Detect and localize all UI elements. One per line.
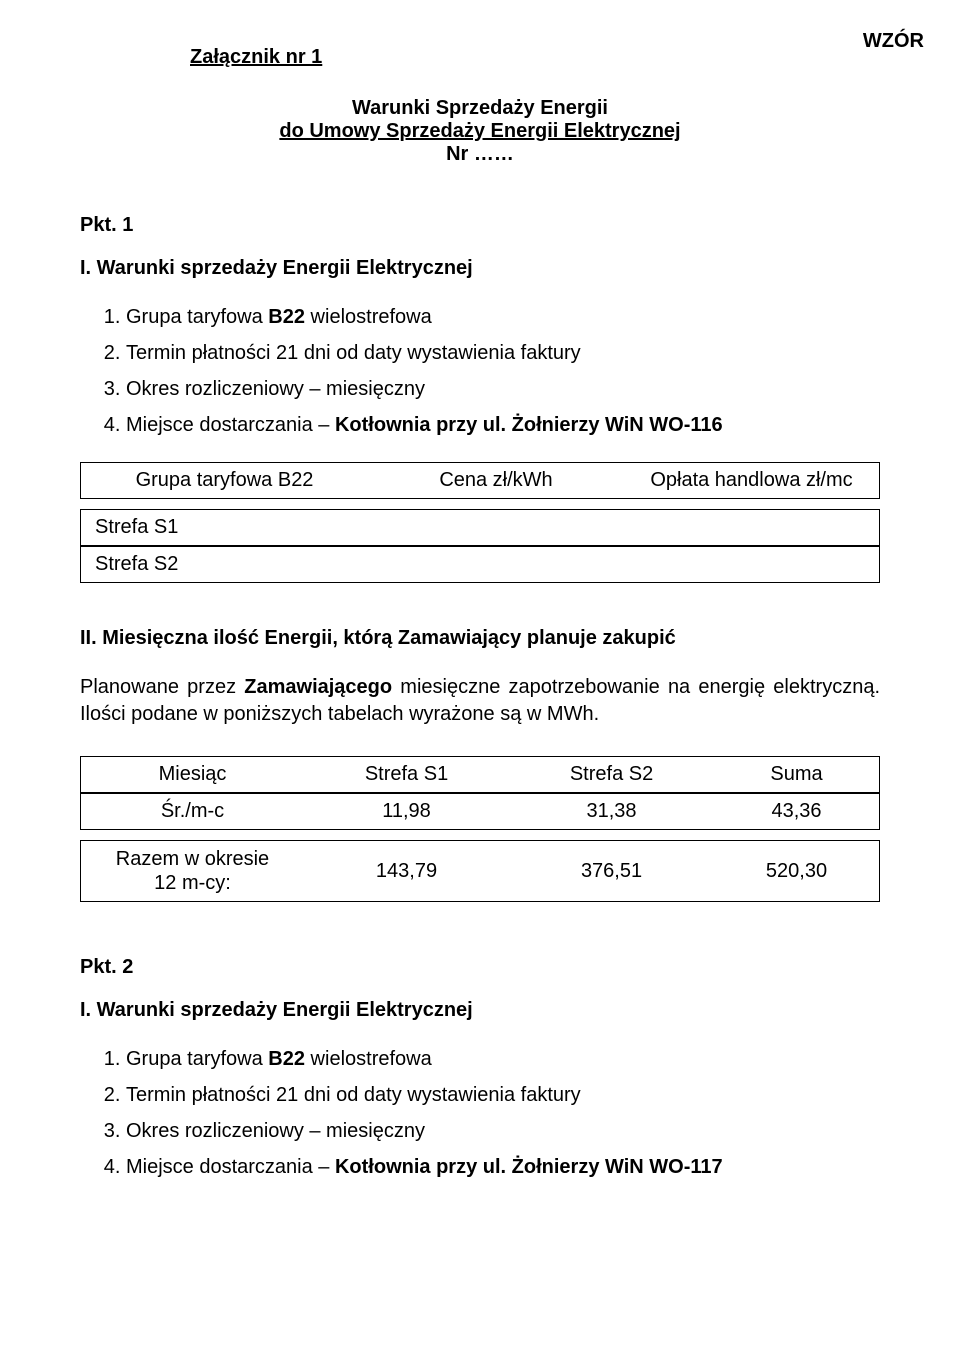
heading-line2: do Umowy Sprzedaży Energii Elektrycznej <box>80 120 880 143</box>
list-item: Grupa taryfowa B22 wielostrefowa <box>126 1046 880 1072</box>
col-header: Suma <box>714 756 880 793</box>
table-row: Śr./m-c 11,98 31,38 43,36 <box>80 793 880 830</box>
pkt1-section-I-title: I. Warunki sprzedaży Energii Elektryczne… <box>80 257 880 280</box>
cell: 43,36 <box>714 793 880 830</box>
pkt2-label: Pkt. 2 <box>80 956 880 979</box>
cell <box>368 509 624 546</box>
table-row: Grupa taryfowa B22 Cena zł/kWh Opłata ha… <box>80 462 880 499</box>
pkt2-list: Grupa taryfowa B22 wielostrefowa Termin … <box>80 1046 880 1180</box>
col-header: Grupa taryfowa B22 <box>80 462 368 499</box>
table-row: Strefa S2 <box>80 546 880 583</box>
bold-text: Zamawiającego <box>244 676 392 698</box>
text: Miejsce dostarczania – <box>126 1156 335 1178</box>
text: wielostrefowa <box>305 306 432 328</box>
list-item: Miejsce dostarczania – Kotłownia przy ul… <box>126 1154 880 1180</box>
energy-table: Miesiąc Strefa S1 Strefa S2 Suma Śr./m-c… <box>80 756 880 902</box>
list-item: Termin płatności 21 dni od daty wystawie… <box>126 340 880 366</box>
text: Razem w okresie <box>116 848 269 870</box>
pkt1-list: Grupa taryfowa B22 wielostrefowa Termin … <box>80 304 880 438</box>
list-item: Okres rozliczeniowy – miesięczny <box>126 1118 880 1144</box>
col-header: Strefa S2 <box>509 756 714 793</box>
wzor-label: WZÓR <box>863 30 924 53</box>
bold-text: Kotłownia przy ul. Żołnierzy WiN WO-117 <box>335 1156 723 1178</box>
paragraph: Planowane przez Zamawiającego miesięczne… <box>80 674 880 728</box>
pkt1-section-II-title: II. Miesięczna ilość Energii, którą Zama… <box>80 627 880 650</box>
list-item: Grupa taryfowa B22 wielostrefowa <box>126 304 880 330</box>
cell <box>624 546 880 583</box>
cell: 520,30 <box>714 840 880 902</box>
col-header: Miesiąc <box>80 756 304 793</box>
text: wielostrefowa <box>305 1048 432 1070</box>
cell: 376,51 <box>509 840 714 902</box>
pkt1-label: Pkt. 1 <box>80 214 880 237</box>
bold-text: Kotłownia przy ul. Żołnierzy WiN WO-116 <box>335 414 723 436</box>
table-row: Miesiąc Strefa S1 Strefa S2 Suma <box>80 756 880 793</box>
col-header: Strefa S1 <box>304 756 509 793</box>
text: Planowane przez <box>80 676 244 698</box>
pkt2-section-I-title: I. Warunki sprzedaży Energii Elektryczne… <box>80 999 880 1022</box>
bold-text: B22 <box>268 1048 305 1070</box>
cell <box>368 546 624 583</box>
text: 12 m-cy: <box>154 872 231 894</box>
main-heading: Warunki Sprzedaży Energii do Umowy Sprze… <box>80 97 880 166</box>
list-item: Termin płatności 21 dni od daty wystawie… <box>126 1082 880 1108</box>
text: Miejsce dostarczania – <box>126 414 335 436</box>
attachment-title: Załącznik nr 1 <box>190 46 880 69</box>
table-row: Razem w okresie 12 m-cy: 143,79 376,51 5… <box>80 840 880 902</box>
heading-line1: Warunki Sprzedaży Energii <box>80 97 880 120</box>
list-item: Okres rozliczeniowy – miesięczny <box>126 376 880 402</box>
table-row: Strefa S1 <box>80 509 880 546</box>
list-item: Miejsce dostarczania – Kotłownia przy ul… <box>126 412 880 438</box>
row-label: Strefa S1 <box>80 509 368 546</box>
row-label: Razem w okresie 12 m-cy: <box>80 840 304 902</box>
col-header: Opłata handlowa zł/mc <box>624 462 880 499</box>
cell: 11,98 <box>304 793 509 830</box>
row-label: Strefa S2 <box>80 546 368 583</box>
cell <box>624 509 880 546</box>
cell: 143,79 <box>304 840 509 902</box>
tariff-table: Grupa taryfowa B22 Cena zł/kWh Opłata ha… <box>80 462 880 583</box>
heading-line3: Nr …… <box>80 143 880 166</box>
text: Grupa taryfowa <box>126 306 268 328</box>
cell: 31,38 <box>509 793 714 830</box>
text: Grupa taryfowa <box>126 1048 268 1070</box>
bold-text: B22 <box>268 306 305 328</box>
document-page: WZÓR Załącznik nr 1 Warunki Sprzedaży En… <box>0 0 960 1347</box>
row-label: Śr./m-c <box>80 793 304 830</box>
col-header: Cena zł/kWh <box>368 462 624 499</box>
